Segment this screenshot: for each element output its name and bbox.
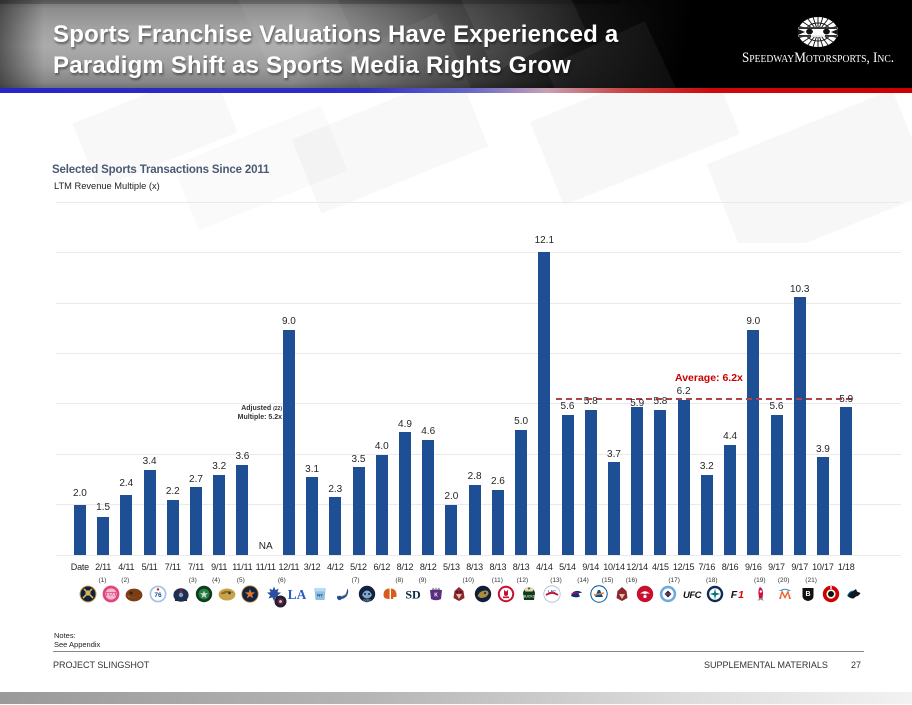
svg-text:STA: STA [107, 592, 116, 597]
svg-text:UFC: UFC [683, 590, 702, 601]
svg-text:F: F [731, 589, 738, 601]
svg-text:LA: LA [288, 587, 306, 602]
svg-text:1: 1 [738, 589, 744, 601]
svg-text:NY: NY [317, 593, 323, 598]
svg-text:K: K [434, 593, 438, 599]
svg-text:Grizz: Grizz [363, 599, 371, 603]
svg-text:SPEEDWAYMOTORSPORTS, INC.: SPEEDWAYMOTORSPORTS, INC. [742, 50, 894, 66]
svg-text:SD: SD [405, 588, 421, 602]
svg-text:LAC: LAC [549, 590, 557, 594]
svg-text:BUCKS: BUCKS [523, 595, 536, 599]
svg-text:B: B [805, 591, 810, 598]
svg-text:76: 76 [154, 592, 162, 599]
